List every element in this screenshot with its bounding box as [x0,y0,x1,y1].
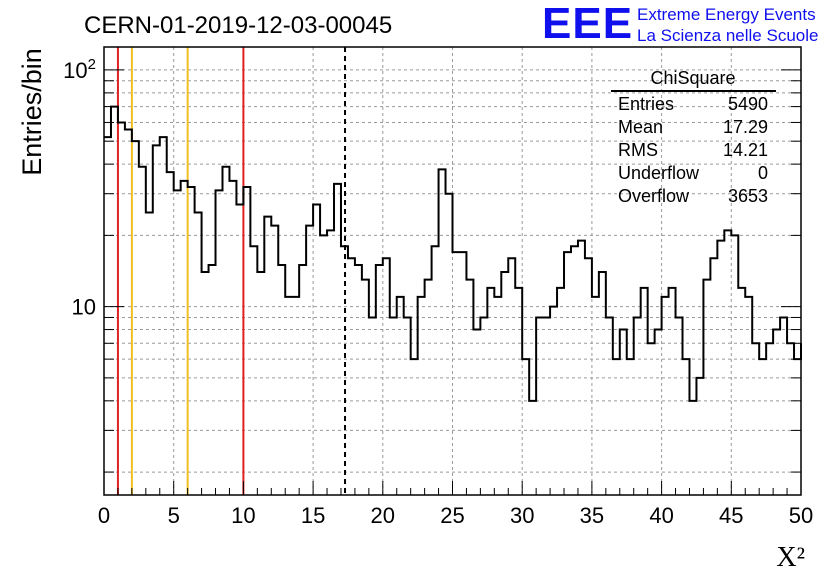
x-tick-label: 5 [168,503,180,528]
brand-line-1: Extreme Energy Events [637,5,816,24]
stats-value-entries: 5490 [728,94,768,114]
x-tick-label: 15 [301,503,325,528]
x-axis-label: X² [776,542,805,572]
x-tick-label: 20 [371,503,395,528]
stats-value-underflow: 0 [758,163,768,183]
y-axis-label: Entries/bin [17,48,47,176]
stats-box: ChiSquare Entries 5490 Mean 17.29 RMS 14… [611,68,776,206]
stats-label-rms: RMS [618,140,658,160]
marker-lines [116,47,347,495]
x-tick-labels: 0 5 10 15 20 25 30 35 40 45 50 [98,503,813,528]
plot-frame [103,46,802,496]
y-tick-labels: 10 102 [63,56,96,320]
stats-title: ChiSquare [650,68,735,88]
y-tick-label: 102 [63,56,96,83]
stats-value-mean: 17.29 [723,117,768,137]
eee-logo: EEE [542,0,634,48]
x-tick-label: 10 [231,503,255,528]
x-tick-label: 0 [98,503,110,528]
stats-label-underflow: Underflow [618,163,700,183]
x-tick-label: 40 [649,503,673,528]
y-tick-label: 10 [72,295,96,320]
stats-label-overflow: Overflow [618,186,690,206]
stats-value-rms: 14.21 [723,140,768,160]
stats-label-mean: Mean [618,117,663,137]
axis-ticks [103,69,802,495]
grid [104,47,801,495]
run-title: CERN-01-2019-12-03-00045 [84,12,392,39]
x-tick-label: 50 [789,503,813,528]
x-tick-label: 45 [719,503,743,528]
histogram-line [104,105,802,402]
stats-label-entries: Entries [618,94,674,114]
stats-value-overflow: 3653 [728,186,768,206]
eee-brand: EEE Extreme Energy Events La Scienza nel… [540,0,834,50]
x-tick-label: 30 [510,503,534,528]
x-tick-label: 35 [580,503,604,528]
x-tick-label: 25 [440,503,464,528]
brand-line-2: La Scienza nelle Scuole [637,26,819,45]
